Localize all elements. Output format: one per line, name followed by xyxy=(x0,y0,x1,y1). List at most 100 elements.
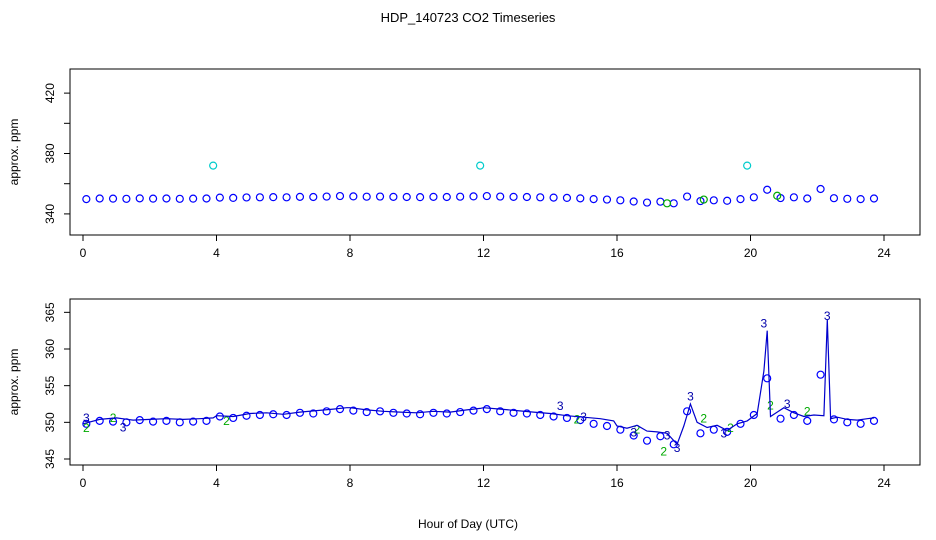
x-tick-label: 4 xyxy=(213,476,220,490)
data-point xyxy=(202,194,211,203)
data-point xyxy=(803,416,812,425)
data-point xyxy=(402,192,411,202)
data-point xyxy=(709,196,718,205)
data-point xyxy=(95,194,104,203)
data-point xyxy=(82,419,91,428)
data-label: 3 xyxy=(630,426,637,440)
data-point xyxy=(843,194,852,203)
series-line xyxy=(82,319,875,446)
data-point xyxy=(415,193,425,202)
data-point xyxy=(763,374,772,383)
data-point xyxy=(629,431,638,440)
data-label: 2 xyxy=(767,398,774,412)
data-point xyxy=(723,427,732,436)
data-point xyxy=(602,195,612,204)
data-point xyxy=(696,429,705,438)
data-point xyxy=(562,193,572,202)
data-point xyxy=(148,417,158,426)
data-label: 3 xyxy=(120,420,127,434)
marks-top xyxy=(82,161,879,208)
data-point xyxy=(429,408,438,417)
data-point xyxy=(402,409,411,418)
data-point xyxy=(242,193,251,202)
data-point xyxy=(269,193,278,202)
data-point xyxy=(482,405,491,414)
data-point xyxy=(482,191,491,201)
data-point xyxy=(496,192,505,201)
data-point xyxy=(209,161,218,170)
data-point xyxy=(215,193,224,202)
y-tick-label: 345 xyxy=(43,449,57,469)
data-point xyxy=(829,415,839,424)
data-point xyxy=(229,193,238,202)
data-point xyxy=(175,194,184,203)
y-tick-label: 355 xyxy=(43,375,57,395)
data-point xyxy=(282,193,291,202)
data-label: 3 xyxy=(557,399,564,413)
data-point xyxy=(229,413,238,423)
data-point xyxy=(629,197,638,206)
data-point xyxy=(869,194,879,203)
data-point xyxy=(682,192,692,201)
data-label: 3 xyxy=(824,309,831,323)
data-point xyxy=(803,194,812,203)
data-point xyxy=(349,406,358,415)
data-label: 3 xyxy=(664,429,671,443)
data-point xyxy=(162,194,171,203)
data-point xyxy=(509,192,518,201)
data-point xyxy=(295,192,305,201)
data-point xyxy=(776,414,785,423)
data-point xyxy=(456,192,465,201)
data-point xyxy=(589,195,598,204)
data-point xyxy=(415,410,425,419)
data-point xyxy=(148,194,158,203)
data-point xyxy=(269,410,278,419)
panel-top: 0 4 8 12 16 20 24 340 380 420 approx. ppm xyxy=(7,68,921,260)
x-tick-label: 4 xyxy=(213,246,220,260)
data-point xyxy=(429,192,438,201)
data-point xyxy=(616,196,625,205)
x-tick-label: 8 xyxy=(347,246,354,260)
data-point xyxy=(389,192,398,201)
data-point xyxy=(135,194,144,203)
data-point xyxy=(536,410,545,420)
data-point xyxy=(282,410,291,420)
data-point xyxy=(162,416,171,425)
data-point xyxy=(709,425,718,434)
data-point xyxy=(456,407,465,417)
data-point xyxy=(509,408,518,417)
axes-bottom: 0 4 8 12 16 20 24 345 350 355 360 365 xyxy=(43,302,891,490)
data-point xyxy=(202,416,211,425)
data-point xyxy=(389,408,398,417)
x-tick-label: 0 xyxy=(80,246,87,260)
data-point xyxy=(476,161,485,170)
data-label: 2 xyxy=(83,421,90,435)
data-point xyxy=(602,421,612,431)
data-point xyxy=(349,192,358,201)
data-point xyxy=(829,194,839,203)
x-tick-label: 24 xyxy=(877,476,891,490)
data-point xyxy=(723,196,732,205)
data-label: 2 xyxy=(660,445,667,459)
data-point xyxy=(856,195,865,204)
data-point xyxy=(255,193,264,202)
data-point xyxy=(549,412,558,421)
data-label: 3 xyxy=(674,441,681,455)
y-tick-label: 360 xyxy=(43,339,57,359)
data-point xyxy=(856,419,865,428)
data-point xyxy=(82,195,91,204)
data-point xyxy=(816,184,825,194)
data-label: 3 xyxy=(784,397,791,411)
data-point xyxy=(576,194,585,203)
data-point xyxy=(749,193,758,202)
data-point xyxy=(95,416,104,425)
data-label: 2 xyxy=(804,404,811,418)
data-point xyxy=(122,194,131,203)
data-point xyxy=(189,417,198,426)
data-point xyxy=(189,194,198,203)
axes-top: 0 4 8 12 16 20 24 340 380 420 xyxy=(43,83,891,260)
data-point xyxy=(522,192,531,202)
ylabel-top: approx. ppm xyxy=(7,119,21,186)
